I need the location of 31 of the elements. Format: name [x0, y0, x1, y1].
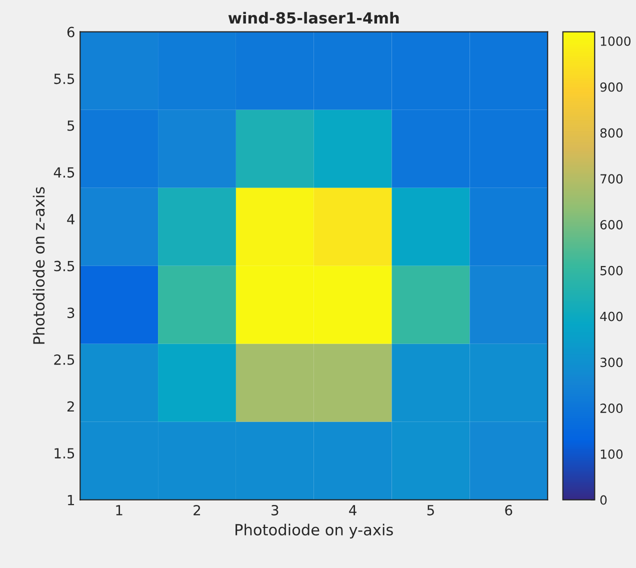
y-tick-label: 3 [67, 308, 74, 318]
x-axis-title: Photodiode on y-axis [236, 524, 393, 538]
chart-title: wind-85-laser1-4mh [228, 12, 399, 24]
color-bar-label: 400 [600, 312, 623, 322]
y-tick-label: 5.5 [54, 74, 74, 84]
color-bar-label: 500 [600, 266, 623, 276]
color-bar-label: 0 [600, 495, 607, 505]
color-bar-label: 700 [600, 174, 623, 184]
y-tick-label: 3.5 [54, 260, 74, 272]
x-tick-label: 2 [194, 504, 200, 516]
x-tick-label: 4 [349, 505, 356, 516]
color-bar-label: 300 [600, 358, 623, 368]
color-bar-label: 900 [600, 82, 623, 92]
color-bar-label: 1000 [600, 36, 631, 46]
x-tick-label: 5 [427, 505, 434, 516]
color-bar-label: 800 [600, 128, 623, 138]
y-tick-label: 1 [68, 494, 74, 506]
color-bar-label: 600 [600, 220, 623, 230]
y-tick-label: 2 [67, 401, 74, 412]
x-tick-label: 3 [272, 504, 278, 516]
y-tick-label: 6 [67, 26, 74, 38]
y-tick-label: 5 [68, 120, 74, 131]
color-bar-label: 100 [600, 449, 623, 459]
y-tick-label: 1.5 [54, 448, 74, 459]
color-bar-label: 200 [600, 404, 623, 413]
x-tick-label: 1 [116, 505, 122, 516]
x-tick-label: 6 [505, 504, 512, 516]
y-tick-label: 2.5 [54, 354, 74, 365]
y-axis-title: Photodiode on z-axis [32, 187, 45, 344]
y-tick-label: 4 [67, 214, 74, 224]
y-tick-label: 4.5 [54, 167, 74, 178]
